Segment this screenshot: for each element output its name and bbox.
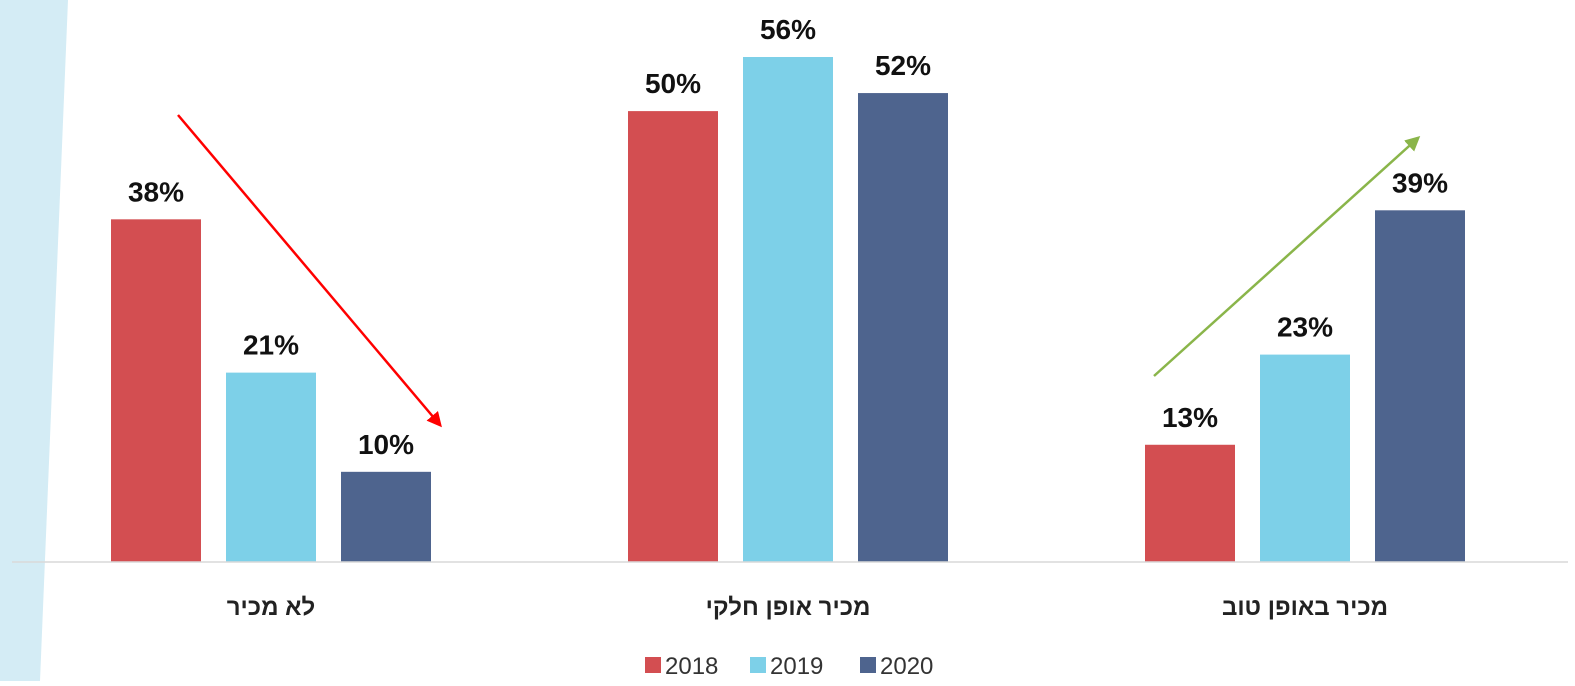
bar-2020-2 (858, 93, 948, 563)
bar-2020-1 (341, 471, 431, 562)
data-label-2019-2: 56% (760, 14, 816, 45)
data-label-2020-2: 52% (875, 50, 931, 81)
data-label-2020-1: 10% (358, 429, 414, 460)
data-label-2019-3: 23% (1277, 312, 1333, 343)
legend-swatch-2020 (860, 657, 876, 673)
data-label-2018-1: 38% (128, 176, 184, 207)
decorative-side-band (0, 0, 68, 681)
data-label-2020-3: 39% (1392, 167, 1448, 198)
labels-layer: 38% 21% 10% לא מכיר 50% 56% 52% מכיר אופן חלקי 1… (128, 14, 1448, 621)
bar-2019-2 (743, 57, 833, 562)
legend-swatch-2019 (750, 657, 766, 673)
legend-swatch-2018 (645, 657, 661, 673)
data-label-2019-1: 21% (243, 330, 299, 361)
bars-layer (111, 57, 1465, 563)
legend: 2018 2019 2020 (645, 653, 933, 680)
category-label-3: מכיר באופן טוב (1222, 594, 1388, 621)
legend-label-2019: 2019 (770, 653, 823, 680)
legend-label-2020: 2020 (880, 653, 933, 680)
trend-arrow-up (1153, 135, 1421, 377)
category-label-1: לא מכיר (227, 594, 316, 621)
bar-2018-2 (628, 111, 718, 562)
bar-2020-3 (1375, 210, 1465, 562)
data-label-2018-3: 13% (1162, 402, 1218, 433)
category-label-2: מכיר אופן חלקי (706, 594, 871, 621)
bar-2018-3 (1145, 444, 1235, 562)
data-label-2018-2: 50% (645, 68, 701, 99)
trend-arrow-down (177, 114, 442, 428)
bar-2019-1 (226, 372, 316, 562)
bar-2019-3 (1260, 354, 1350, 562)
bar-2018-1 (111, 219, 201, 563)
legend-label-2018: 2018 (665, 653, 718, 680)
